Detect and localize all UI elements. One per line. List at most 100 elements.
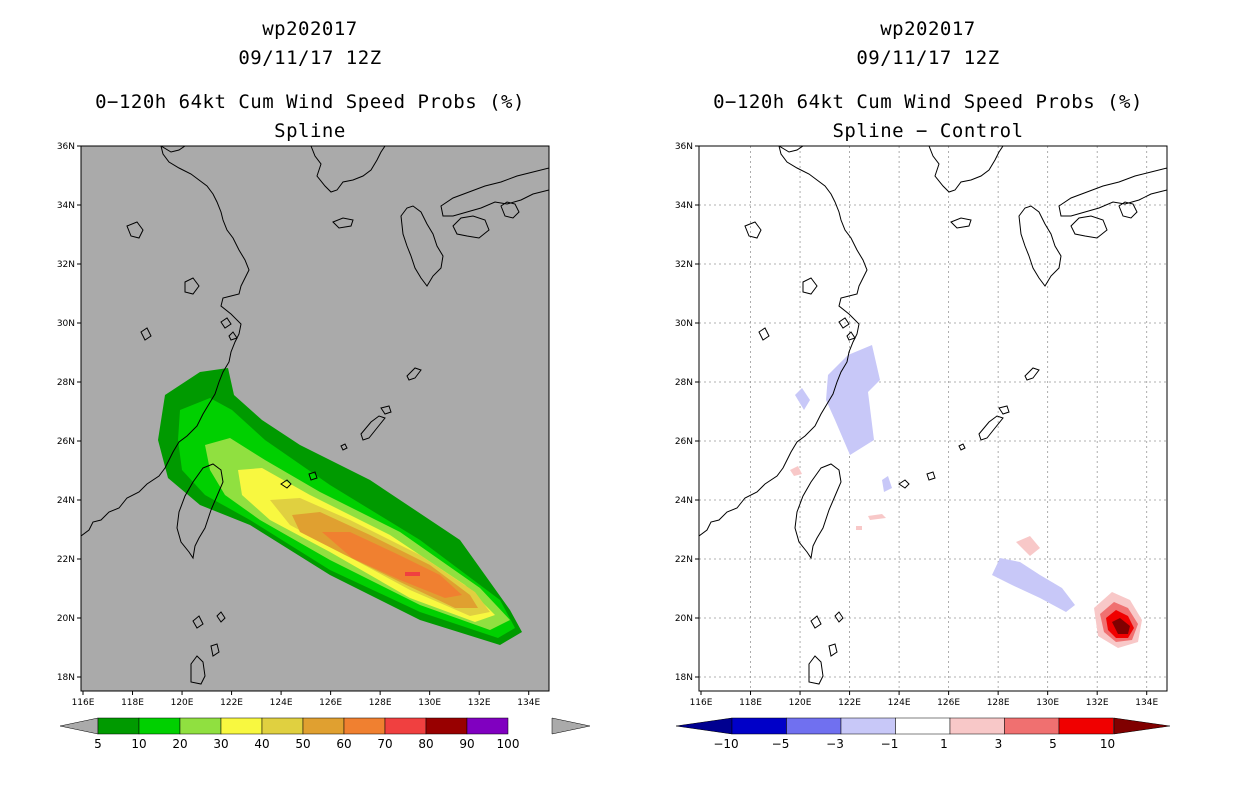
right-lat-label: 32N [675,260,693,270]
right-colorbar-label: 1 [940,737,948,751]
left-colorbar-swatch [425,717,468,735]
right-lat-label: 30N [675,319,693,329]
right-colorbar-swatch [949,717,1005,735]
left-lon-label: 120E [171,698,194,708]
left-colorbar-high-arrow [551,717,591,735]
left-colorbar-label: 20 [172,737,187,751]
left-colorbar-label: 70 [377,737,392,751]
left-colorbar-swatch [138,717,181,735]
right-colorbar-swatch [840,717,896,735]
left-colorbar-swatch [302,717,345,735]
right-colorbar-label: −10 [713,737,738,751]
right-title-product: 0−120h 64kt Cum Wind Speed Probs (%) [713,91,1143,113]
right-lat-label: 26N [675,437,693,447]
right-diff-negative-area-small [882,476,892,492]
right-lon-label: 126E [937,698,960,708]
left-colorbar-label: 40 [254,737,269,751]
right-colorbar: −10 −5 −3 −1 1 3 5 10 [675,717,1171,751]
right-diff-positive-area-max [1112,618,1130,634]
left-prob-band-60 [322,532,462,598]
left-colorbar-label: 10 [131,737,146,751]
right-title-storm-id: wp202017 [880,18,976,40]
right-lat-label: 22N [675,555,693,565]
left-lat-label: 34N [57,201,75,211]
left-colorbar-swatch [220,717,263,735]
left-lon-label: 118E [121,698,144,708]
left-colorbar-swatch [384,717,427,735]
left-colorbar-label: 100 [497,737,520,751]
left-lon-label: 130E [418,698,441,708]
right-lon-label: 120E [789,698,812,708]
right-colorbar-label: 5 [1049,737,1057,751]
left-title-storm-id: wp202017 [262,18,358,40]
left-lat-label: 18N [57,673,75,683]
left-colorbar-swatch [466,717,509,735]
right-lat-label: 20N [675,614,693,624]
right-axis-ticks: 116E 118E 120E 122E 124E 126E 128E 130E 132E 134E… [675,142,1159,708]
left-title-product: 0−120h 64kt Cum Wind Speed Probs (%) [95,91,525,113]
left-colorbar-label: 90 [459,737,474,751]
right-colorbar-high-arrow [1113,717,1171,735]
left-title-method: Spline [274,120,346,142]
left-lat-label: 28N [57,378,75,388]
left-colorbar-swatch [179,717,222,735]
left-lat-label: 22N [57,555,75,565]
left-lat-label: 26N [57,437,75,447]
left-axis-ticks: 116E 118E 120E 122E 124E 126E 128E 130E 132E 134E… [57,142,541,708]
right-colorbar-swatch [895,717,951,735]
right-lon-label: 116E [690,698,713,708]
left-lat-label: 30N [57,319,75,329]
right-title-method: Spline − Control [832,120,1024,142]
left-map-frame [80,145,550,692]
left-lat-label: 36N [57,142,75,152]
left-lon-label: 126E [319,698,342,708]
right-lon-label: 124E [888,698,911,708]
right-lat-label: 36N [675,142,693,152]
right-diff-positive-area-small1 [790,466,802,476]
left-map-panel: 116E 118E 120E 122E 124E 126E 128E 130E 132E 134E… [57,142,550,708]
right-lon-label: 134E [1135,698,1158,708]
right-colorbar-label: 10 [1100,737,1115,751]
left-lon-label: 122E [220,698,243,708]
right-colorbar-swatch [786,717,842,735]
right-map-panel: 116E 118E 120E 122E 124E 126E 128E 130E 132E 134E… [675,142,1168,708]
right-title-datetime: 09/11/17 12Z [856,47,1000,69]
right-lat-label: 24N [675,496,693,506]
left-colorbar-label: 60 [336,737,351,751]
left-lat-label: 32N [57,260,75,270]
left-lon-label: 124E [270,698,293,708]
left-lon-label: 134E [517,698,540,708]
right-diff-negative-area-east [992,558,1075,612]
right-colorbar-label: −3 [826,737,844,751]
left-lat-label: 20N [57,614,75,624]
right-lon-label: 130E [1036,698,1059,708]
right-colorbar-label: −1 [881,737,899,751]
right-diff-positive-area-small3 [856,526,862,530]
right-lat-label: 28N [675,378,693,388]
right-colorbar-swatch [1058,717,1114,735]
right-lon-label: 122E [838,698,861,708]
left-colorbar-swatch [97,717,140,735]
right-lon-label: 132E [1086,698,1109,708]
left-colorbar: 5 10 20 30 40 50 60 70 80 90 100 [59,717,591,751]
left-lon-label: 116E [72,698,95,708]
right-colorbar-swatch [1004,717,1060,735]
left-lon-label: 128E [369,698,392,708]
right-diff-positive-area-small2 [868,514,886,520]
left-lat-label: 24N [57,496,75,506]
left-colorbar-label: 80 [418,737,433,751]
left-title-datetime: 09/11/17 12Z [238,47,382,69]
right-lon-label: 128E [987,698,1010,708]
left-colorbar-swatch [343,717,386,735]
left-colorbar-label: 50 [295,737,310,751]
left-lon-label: 132E [468,698,491,708]
left-prob-band-70 [405,572,420,576]
left-colorbar-swatch [261,717,304,735]
right-colorbar-label: −5 [772,737,790,751]
right-lon-label: 118E [739,698,762,708]
left-colorbar-low-arrow [59,717,99,735]
right-colorbar-swatch [731,717,787,735]
right-diff-negative-area-coast [795,388,810,410]
right-colorbar-label: 3 [995,737,1003,751]
